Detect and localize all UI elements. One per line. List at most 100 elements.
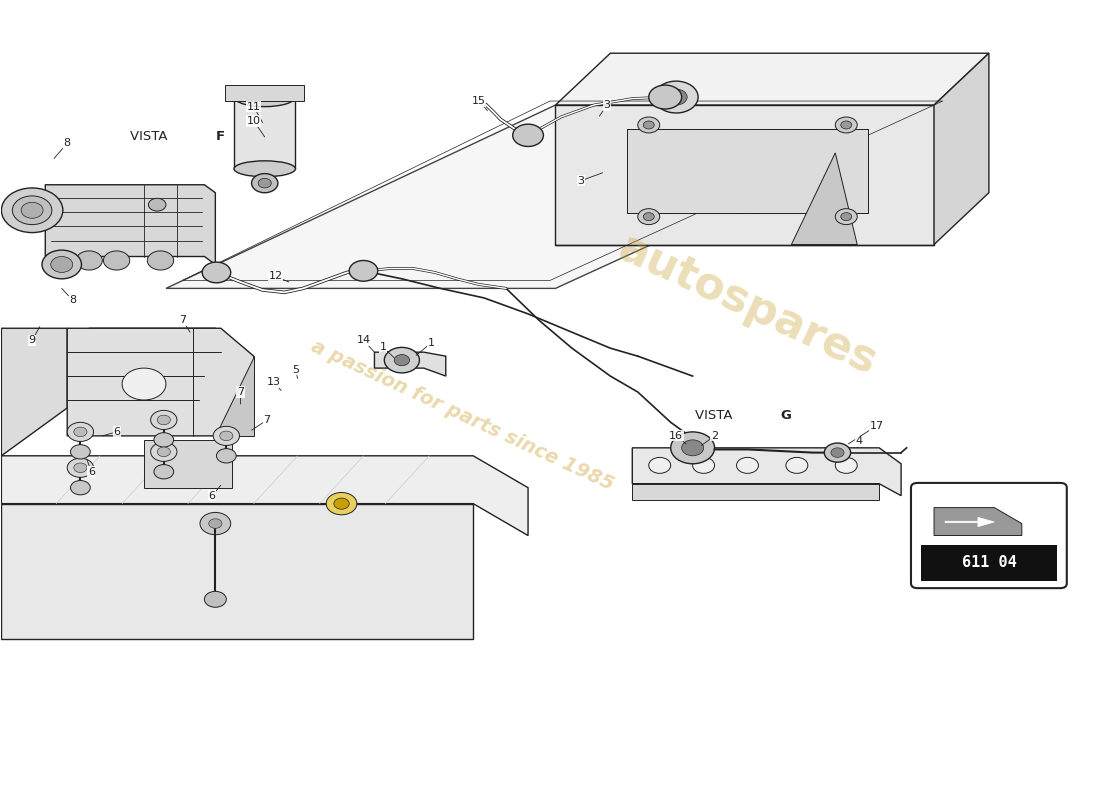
Circle shape <box>76 251 102 270</box>
Circle shape <box>693 458 715 474</box>
Text: 17: 17 <box>848 421 884 444</box>
Circle shape <box>205 591 227 607</box>
Circle shape <box>220 431 233 441</box>
Text: 3: 3 <box>600 100 610 116</box>
Text: VISTA: VISTA <box>130 130 172 143</box>
Circle shape <box>157 415 170 425</box>
Circle shape <box>151 442 177 462</box>
Polygon shape <box>934 54 989 245</box>
Bar <box>234 97 296 169</box>
Text: 2: 2 <box>702 431 718 446</box>
Circle shape <box>384 347 419 373</box>
Circle shape <box>671 432 715 464</box>
Circle shape <box>654 81 698 113</box>
Polygon shape <box>632 484 879 500</box>
Text: 9: 9 <box>29 326 40 346</box>
Circle shape <box>200 513 231 534</box>
Circle shape <box>51 257 73 273</box>
Text: 12: 12 <box>268 271 289 282</box>
Polygon shape <box>1 328 67 456</box>
Circle shape <box>122 368 166 400</box>
Text: 3: 3 <box>578 173 603 186</box>
Text: 7: 7 <box>252 415 271 430</box>
Polygon shape <box>556 105 934 245</box>
Text: 611 04: 611 04 <box>961 555 1016 570</box>
Text: 13: 13 <box>266 378 282 390</box>
Bar <box>226 85 305 101</box>
Polygon shape <box>791 153 857 245</box>
Text: 10: 10 <box>246 116 265 137</box>
Polygon shape <box>632 448 901 496</box>
Text: 6: 6 <box>102 427 120 437</box>
Polygon shape <box>1 504 473 639</box>
Polygon shape <box>945 517 994 526</box>
Circle shape <box>42 250 81 279</box>
Text: G: G <box>780 410 791 422</box>
Circle shape <box>154 433 174 447</box>
Polygon shape <box>216 356 254 436</box>
Circle shape <box>840 213 851 221</box>
Text: autospares: autospares <box>612 226 883 383</box>
Circle shape <box>70 481 90 495</box>
Circle shape <box>394 354 409 366</box>
Ellipse shape <box>234 161 296 177</box>
Circle shape <box>151 410 177 430</box>
Circle shape <box>835 117 857 133</box>
Ellipse shape <box>234 87 296 106</box>
Text: 1: 1 <box>379 342 394 358</box>
Circle shape <box>252 174 278 193</box>
Circle shape <box>737 458 759 474</box>
Text: 6: 6 <box>87 460 95 477</box>
Circle shape <box>1 188 63 233</box>
Text: 11: 11 <box>246 102 263 122</box>
Circle shape <box>649 458 671 474</box>
Text: VISTA: VISTA <box>695 410 737 422</box>
Circle shape <box>154 465 174 479</box>
Circle shape <box>349 261 377 282</box>
Circle shape <box>830 448 844 458</box>
Circle shape <box>74 463 87 473</box>
Polygon shape <box>67 328 254 436</box>
FancyBboxPatch shape <box>911 483 1067 588</box>
Polygon shape <box>1 456 528 535</box>
Circle shape <box>157 447 170 457</box>
Bar <box>921 545 1057 581</box>
Text: 6: 6 <box>209 486 221 501</box>
Circle shape <box>840 121 851 129</box>
Polygon shape <box>45 185 216 265</box>
Circle shape <box>644 121 654 129</box>
Text: 8: 8 <box>62 288 76 306</box>
Circle shape <box>638 209 660 225</box>
Bar <box>627 129 868 213</box>
Polygon shape <box>556 54 989 105</box>
Polygon shape <box>144 440 232 488</box>
Circle shape <box>327 493 356 515</box>
Circle shape <box>824 443 850 462</box>
Circle shape <box>513 124 543 146</box>
Circle shape <box>67 422 94 442</box>
Circle shape <box>74 427 87 437</box>
Circle shape <box>70 445 90 459</box>
Circle shape <box>682 440 704 456</box>
Circle shape <box>649 85 682 109</box>
Circle shape <box>21 202 43 218</box>
Text: 8: 8 <box>54 138 70 158</box>
Polygon shape <box>89 328 254 408</box>
Circle shape <box>258 178 272 188</box>
Polygon shape <box>934 508 1022 535</box>
Text: 5: 5 <box>292 365 299 378</box>
Circle shape <box>333 498 349 510</box>
Circle shape <box>835 209 857 225</box>
Circle shape <box>202 262 231 283</box>
Circle shape <box>835 458 857 474</box>
Circle shape <box>103 251 130 270</box>
Text: a passion for parts since 1985: a passion for parts since 1985 <box>308 338 617 494</box>
Text: 1: 1 <box>416 338 434 355</box>
Circle shape <box>666 89 688 105</box>
Circle shape <box>644 213 654 221</box>
Circle shape <box>12 196 52 225</box>
Circle shape <box>147 251 174 270</box>
Circle shape <box>209 518 222 528</box>
Text: 15: 15 <box>472 96 487 110</box>
Circle shape <box>217 449 236 463</box>
